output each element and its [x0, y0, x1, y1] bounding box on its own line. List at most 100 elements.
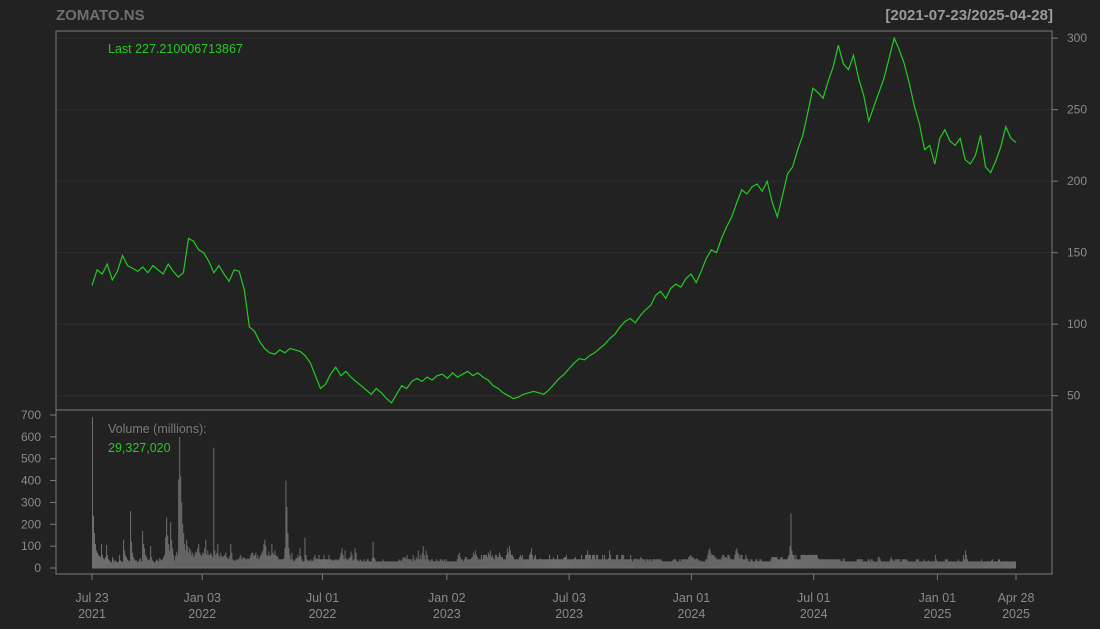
volume-bar — [303, 561, 305, 568]
volume-bar — [460, 559, 462, 568]
volume-bar — [946, 559, 948, 568]
volume-bar — [358, 561, 360, 568]
volume-bar — [710, 552, 712, 568]
volume-bar — [97, 552, 99, 568]
volume-bar — [287, 533, 289, 568]
volume-bar — [513, 559, 515, 568]
volume-bar — [739, 558, 741, 568]
volume-bar — [141, 561, 143, 568]
volume-bar — [556, 559, 557, 568]
volume-bar — [104, 559, 106, 568]
volume-bar — [183, 533, 185, 568]
volume-bar — [516, 559, 518, 568]
volume-bar — [683, 559, 685, 568]
volume-bar — [135, 560, 137, 568]
volume-bar — [179, 436, 181, 568]
volume-bar — [952, 561, 954, 568]
volume-bar — [628, 559, 630, 568]
volume-bar — [983, 561, 985, 568]
volume-bar — [645, 561, 647, 568]
volume-bar — [1015, 561, 1016, 568]
volume-bar — [290, 559, 292, 568]
volume-bar — [471, 557, 473, 568]
volume-bar — [881, 561, 883, 568]
volume-bar — [506, 548, 508, 568]
volume-bar — [895, 559, 897, 568]
volume-bar — [297, 554, 299, 568]
volume-bar — [530, 548, 532, 568]
volume-bar — [253, 556, 255, 568]
volume-bar — [1012, 561, 1014, 568]
volume-bar — [509, 550, 511, 568]
volume-bar — [802, 554, 804, 568]
volume-bar — [680, 561, 682, 568]
volume-bar — [394, 561, 396, 568]
volume-bar — [787, 557, 789, 568]
volume-bar — [299, 548, 301, 568]
volume-bar — [510, 554, 512, 568]
volume-bar — [949, 561, 951, 568]
volume-bar — [1008, 561, 1010, 568]
volume-bar — [116, 561, 118, 568]
volume-bar — [431, 559, 433, 568]
volume-bar — [839, 559, 841, 568]
volume-bar — [455, 561, 457, 568]
volume-bar — [906, 560, 908, 568]
volume-bar — [855, 561, 857, 568]
volume-bar — [976, 561, 978, 568]
volume-bar — [693, 558, 695, 568]
volume-bar — [732, 559, 734, 568]
volume-bar — [365, 561, 367, 568]
volume-bar — [98, 554, 100, 568]
volume-bar — [461, 559, 463, 568]
volume-bar — [498, 552, 500, 568]
volume-bar — [404, 557, 406, 568]
volume-bar — [963, 559, 965, 568]
volume-bar — [977, 561, 979, 568]
volume-bar — [1005, 561, 1007, 568]
volume-bar — [796, 559, 798, 568]
volume-bar — [414, 560, 416, 568]
price-tick-label: 250 — [1067, 103, 1087, 117]
volume-bar — [550, 559, 552, 568]
volume-bar — [956, 561, 958, 568]
volume-bar — [145, 554, 147, 568]
volume-bar — [451, 561, 453, 568]
volume-bar — [238, 559, 240, 568]
volume-bar — [960, 561, 962, 568]
volume-bar — [936, 561, 938, 568]
x-tick-label: Jul 03 — [552, 591, 585, 605]
volume-bar — [846, 561, 848, 568]
volume-bar — [433, 561, 435, 568]
volume-bar — [120, 560, 122, 568]
volume-bar — [198, 544, 200, 568]
volume-bar — [753, 561, 755, 568]
volume-bar — [178, 479, 180, 568]
x-tick-year: 2024 — [678, 607, 706, 621]
volume-bar — [469, 559, 471, 568]
volume-bar — [879, 559, 881, 568]
volume-bar — [857, 559, 859, 568]
volume-bar — [581, 554, 583, 568]
volume-bar — [560, 559, 562, 568]
volume-bar — [854, 561, 856, 568]
price-tick-label: 50 — [1067, 389, 1081, 403]
volume-bar — [625, 559, 627, 568]
volume-bar — [200, 554, 202, 568]
volume-bar — [587, 550, 589, 568]
volume-bar — [377, 561, 379, 568]
volume-bar — [575, 557, 577, 568]
volume-bar — [385, 561, 387, 568]
volume-bar — [788, 554, 790, 568]
volume-bar — [182, 524, 184, 568]
volume-bar — [136, 560, 138, 568]
volume-bar — [833, 559, 835, 568]
volume-bar — [370, 561, 372, 568]
volume-bar — [572, 559, 574, 568]
volume-bar — [944, 559, 946, 568]
volume-bar — [240, 554, 242, 568]
volume-bar — [500, 557, 502, 568]
volume-bar — [405, 559, 407, 568]
volume-bar — [706, 559, 708, 568]
volume-bar — [747, 559, 749, 568]
